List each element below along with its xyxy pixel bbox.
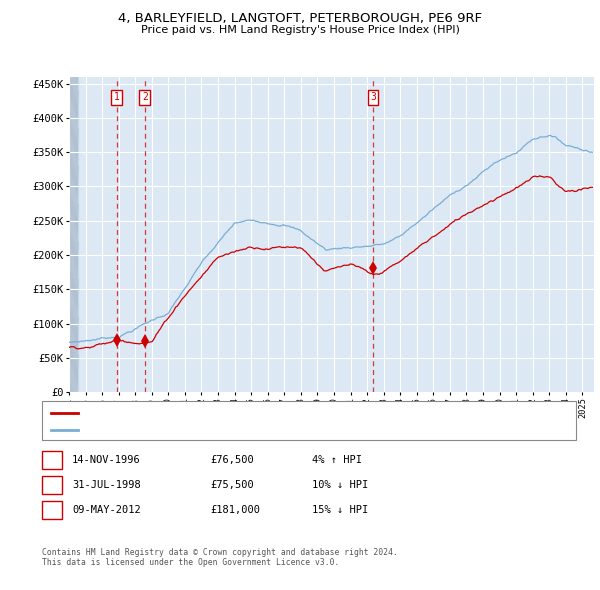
- Text: 2: 2: [49, 480, 55, 490]
- Text: £76,500: £76,500: [210, 455, 254, 465]
- Text: Price paid vs. HM Land Registry's House Price Index (HPI): Price paid vs. HM Land Registry's House …: [140, 25, 460, 35]
- Text: 15% ↓ HPI: 15% ↓ HPI: [312, 505, 368, 514]
- Text: Contains HM Land Registry data © Crown copyright and database right 2024.
This d: Contains HM Land Registry data © Crown c…: [42, 548, 398, 567]
- Text: 1: 1: [49, 455, 55, 465]
- Text: 31-JUL-1998: 31-JUL-1998: [72, 480, 141, 490]
- Polygon shape: [69, 77, 78, 392]
- Text: 09-MAY-2012: 09-MAY-2012: [72, 505, 141, 514]
- Text: 4, BARLEYFIELD, LANGTOFT, PETERBOROUGH, PE6 9RF (detached house): 4, BARLEYFIELD, LANGTOFT, PETERBOROUGH, …: [81, 408, 425, 418]
- Text: 3: 3: [370, 92, 376, 102]
- Text: 14-NOV-1996: 14-NOV-1996: [72, 455, 141, 465]
- Text: £181,000: £181,000: [210, 505, 260, 514]
- Text: 4, BARLEYFIELD, LANGTOFT, PETERBOROUGH, PE6 9RF: 4, BARLEYFIELD, LANGTOFT, PETERBOROUGH, …: [118, 12, 482, 25]
- Text: 10% ↓ HPI: 10% ↓ HPI: [312, 480, 368, 490]
- Text: 3: 3: [49, 505, 55, 514]
- Text: 4% ↑ HPI: 4% ↑ HPI: [312, 455, 362, 465]
- Text: £75,500: £75,500: [210, 480, 254, 490]
- Text: HPI: Average price, detached house, South Kesteven: HPI: Average price, detached house, Sout…: [81, 425, 350, 434]
- Text: 2: 2: [142, 92, 148, 102]
- Text: 1: 1: [113, 92, 119, 102]
